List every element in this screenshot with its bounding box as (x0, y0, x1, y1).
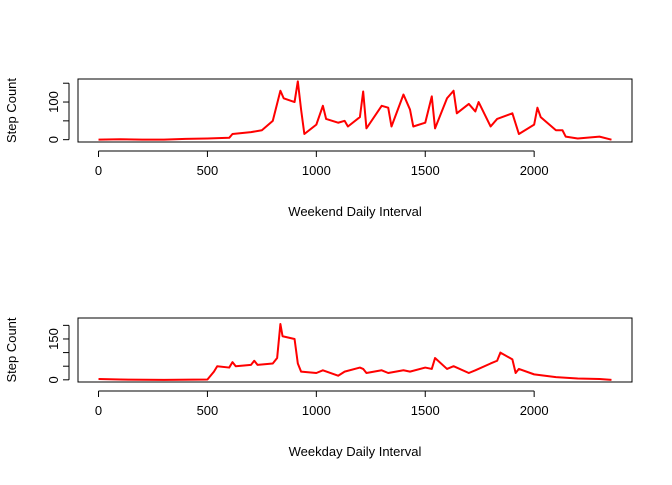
data-line (98, 322, 612, 381)
x-tick-label: 500 (197, 163, 219, 178)
x-tick-label: 1000 (302, 163, 331, 178)
data-line (98, 80, 612, 141)
x-tick-label: 2000 (520, 163, 549, 178)
y-tick-label: 0 (46, 376, 61, 383)
x-tick-label: 1500 (411, 403, 440, 418)
plot-box (77, 78, 633, 143)
y-axis-label: Step Count (4, 78, 19, 143)
x-tick-label: 0 (95, 403, 102, 418)
x-tick-label: 500 (197, 403, 219, 418)
x-tick-label: 1000 (302, 403, 331, 418)
y-axis-label: Step Count (4, 317, 19, 382)
x-axis-label: Weekend Daily Interval (288, 204, 422, 219)
x-tick-label: 2000 (520, 403, 549, 418)
y-tick-label: 150 (46, 328, 61, 350)
x-tick-label: 0 (95, 163, 102, 178)
y-tick-label: 100 (46, 91, 61, 113)
y-tick-label: 0 (46, 136, 61, 143)
x-axis-label: Weekday Daily Interval (289, 444, 422, 459)
x-tick-label: 1500 (411, 163, 440, 178)
plot-box (77, 317, 633, 383)
